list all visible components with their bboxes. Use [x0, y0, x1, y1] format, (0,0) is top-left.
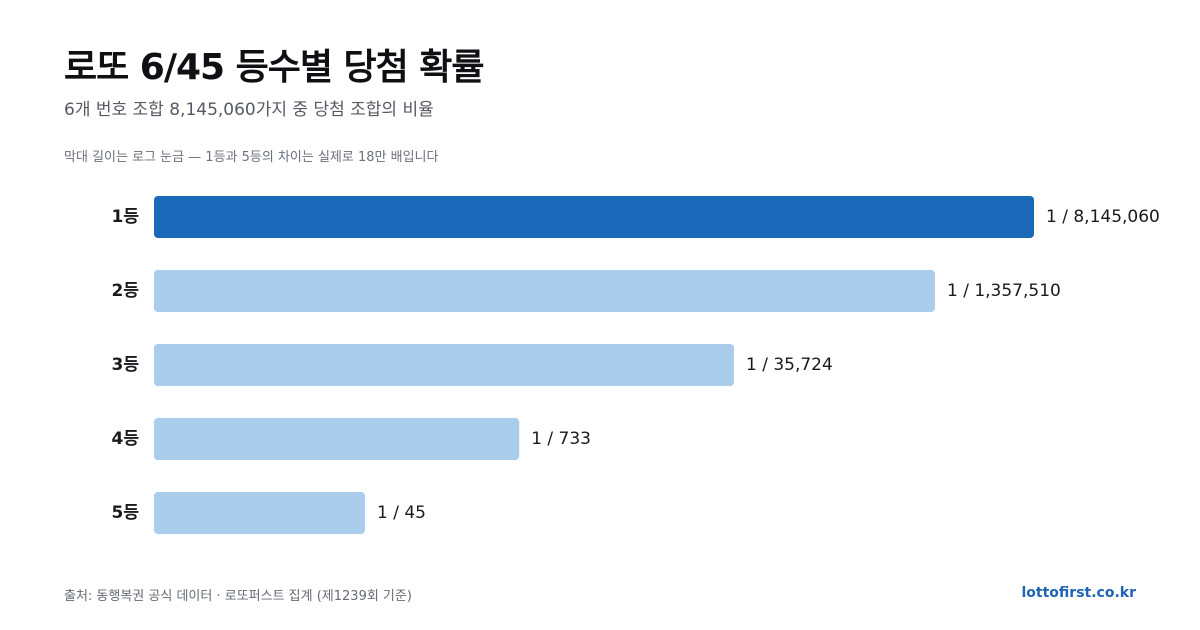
category-label: 1등: [112, 207, 140, 227]
source-note: 출처: 동행복권 공식 데이터 · 로또퍼스트 집계 (제1239회 기준): [64, 589, 412, 604]
category-label: 5등: [112, 503, 140, 523]
value-label: 1 / 733: [531, 429, 591, 449]
bar-5: [154, 492, 365, 534]
bar-4: [154, 418, 520, 460]
bar-1: [154, 196, 1034, 238]
value-label: 1 / 45: [377, 503, 426, 523]
brand-link[interactable]: lottofirst.co.kr: [1021, 585, 1137, 601]
value-label: 1 / 1,357,510: [947, 281, 1061, 301]
bar-3: [154, 344, 734, 386]
chart-title: 로또 6/45 등수별 당첨 확률: [64, 47, 485, 88]
chart-note: 막대 길이는 로그 눈금 — 1등과 5등의 차이는 실제로 18만 배입니다: [64, 150, 439, 165]
chart-subtitle: 6개 번호 조합 8,145,060가지 중 당첨 조합의 비율: [64, 100, 434, 120]
value-label: 1 / 8,145,060: [1046, 207, 1160, 227]
category-label: 2등: [112, 281, 140, 301]
category-label: 4등: [112, 429, 140, 449]
bar-2: [154, 270, 935, 312]
value-label: 1 / 35,724: [746, 355, 833, 375]
category-label: 3등: [112, 355, 140, 375]
